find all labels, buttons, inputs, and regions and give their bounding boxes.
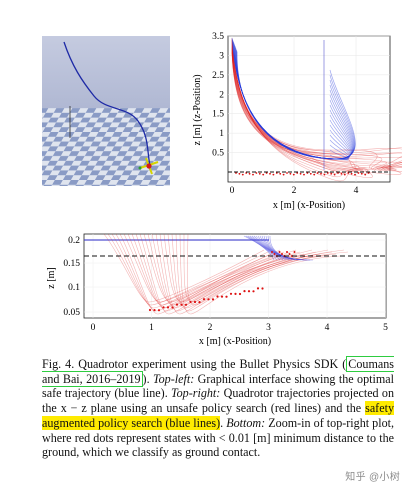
bottom-ytick: 0.05	[63, 308, 80, 318]
trajectory-plot-zoom: 0.2 0.15 0.1 0.05 0 1 2 3 4 5 z [m] x [m] (x-Pos…	[46, 233, 388, 347]
top-xtick: 0	[230, 186, 235, 196]
top-ytick: 0.5	[212, 149, 224, 159]
bottom-xtick: 3	[266, 323, 271, 333]
top-ylabel: z [m] (z-Position)	[192, 74, 203, 145]
topleft-label: Top-left:	[153, 371, 195, 386]
bottom-xtick: 0	[91, 323, 96, 333]
caption-text-6: Zoom-in of top-right plot, where red dot…	[42, 415, 395, 460]
caption-text-3: Graphical interface showing the optimal …	[42, 371, 394, 401]
caption-text-4: Quadrotor trajectories projected on the …	[42, 386, 394, 416]
top-xtick: 4	[354, 186, 359, 196]
caption-text-1: Fig. 4. Quadrotor experiment using the B…	[42, 357, 347, 371]
bottom-ytick: 0.15	[63, 259, 80, 269]
watermark: 知乎 @小树	[345, 472, 400, 483]
top-ytick: 1	[219, 129, 224, 139]
top-ytick: 3.5	[212, 32, 224, 42]
caption-text-2: ).	[142, 371, 154, 386]
citation-link[interactable]: Coumans and Bai, 2016–2019	[42, 356, 394, 387]
bottom-xtick: 5	[383, 323, 388, 333]
bottom-xtick: 2	[208, 323, 213, 333]
top-xlabel: x [m] (x-Position)	[273, 200, 345, 211]
top-ytick: 1.5	[212, 110, 224, 120]
simulation-screenshot	[42, 36, 170, 186]
bottom-ytick: 0.1	[68, 283, 80, 293]
bottom-xtick: 4	[325, 323, 330, 333]
bottom-xtick: 1	[149, 323, 154, 333]
topright-label: Top-right:	[171, 386, 221, 401]
top-xtick: 2	[292, 186, 297, 196]
optimal-trajectory	[63, 41, 151, 167]
quadrotor-icon	[138, 157, 159, 175]
bottom-ytick: 0.2	[68, 236, 80, 246]
bottom-ylabel: z [m]	[46, 267, 57, 288]
top-ytick: 2	[219, 90, 224, 100]
top-ytick: 3	[219, 51, 224, 61]
bottom-xlabel: x [m] (x-Position)	[199, 336, 271, 347]
caption-text-5: .	[220, 415, 227, 430]
top-ytick: 2.5	[212, 71, 224, 81]
trajectory-plot-top: 0.5 1 1.5 2 2.5 3 3.5 0 2 4 z [m] (z-Position) x…	[192, 32, 402, 211]
figure-caption: Fig. 4. Quadrotor experiment using the B…	[42, 356, 395, 460]
bottom-label: Bottom:	[226, 415, 266, 430]
